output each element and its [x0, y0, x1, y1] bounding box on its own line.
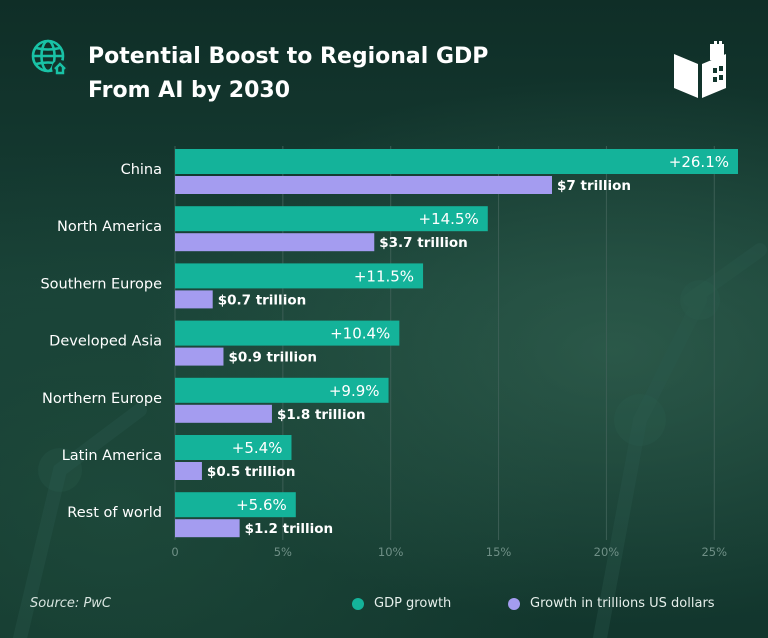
usd-growth-bar: [175, 290, 213, 309]
gdp-growth-bar: [175, 263, 424, 289]
legend-label-usd-growth: Growth in trillions US dollars: [530, 596, 715, 611]
chart-title: Potential Boost to Regional GDP From AI …: [88, 40, 488, 108]
x-tick-label: 20%: [594, 545, 620, 559]
category-label: Rest of world: [67, 505, 162, 521]
usd-growth-value-label: $0.5 trillion: [207, 464, 296, 480]
category-label: North America: [57, 219, 162, 235]
globe-icon: [31, 39, 68, 76]
brand-logo-icon: [674, 41, 726, 98]
x-tick-label: 5%: [274, 545, 292, 559]
usd-growth-value-label: $3.7 trillion: [379, 235, 468, 251]
gdp-growth-value-label: +11.5%: [354, 267, 414, 285]
legend-swatch-gdp-growth: [352, 597, 364, 610]
legend-swatch-usd-growth: [508, 597, 520, 610]
source-note: Source: PwC: [30, 596, 111, 611]
chart-title-line-1: Potential Boost to Regional GDP: [88, 44, 489, 69]
usd-growth-bar: [175, 519, 240, 538]
usd-growth-value-label: $1.2 trillion: [245, 521, 334, 537]
gdp-growth-bar: [175, 377, 389, 403]
category-label: Northern Europe: [42, 391, 162, 407]
x-tick-label: 25%: [701, 545, 727, 559]
category-label: Southern Europe: [40, 276, 162, 292]
legend-item-usd-growth: Growth in trillions US dollars: [508, 596, 715, 611]
gdp-growth-value-label: +26.1%: [669, 153, 729, 171]
usd-growth-bar: [175, 404, 272, 423]
gdp-growth-value-label: +5.4%: [232, 439, 283, 457]
usd-growth-bar: [175, 176, 552, 194]
usd-growth-bar: [175, 233, 375, 252]
gdp-growth-bar: [175, 435, 292, 460]
gdp-growth-value-label: +9.9%: [329, 382, 380, 400]
usd-growth-value-label: $7 trillion: [557, 178, 631, 194]
legend-label-gdp-growth: GDP growth: [374, 596, 452, 611]
x-tick-label: 15%: [486, 545, 512, 559]
gdp-growth-value-label: +5.6%: [236, 496, 287, 514]
gdp-growth-bar: [175, 320, 400, 346]
usd-growth-value-label: $1.8 trillion: [277, 407, 366, 423]
gdp-growth-bar: [175, 149, 738, 174]
usd-growth-value-label: $0.9 trillion: [228, 350, 317, 366]
category-label: Latin America: [62, 448, 162, 464]
gdp-growth-bar: [175, 492, 296, 518]
gdp-growth-value-label: +10.4%: [330, 325, 390, 343]
usd-growth-bar: [175, 347, 224, 366]
gdp-growth-value-label: +14.5%: [419, 210, 479, 228]
legend-item-gdp-growth: GDP growth: [352, 596, 451, 611]
usd-growth-bar: [175, 462, 202, 480]
chart-title-line-2: From AI by 2030: [88, 78, 291, 103]
gdp-growth-bar: [175, 206, 488, 232]
x-tick-label: 0: [171, 545, 178, 559]
x-tick-label: 10%: [378, 545, 404, 559]
category-label: China: [121, 162, 162, 178]
usd-growth-value-label: $0.7 trillion: [218, 292, 307, 308]
category-label: Developed Asia: [49, 334, 162, 350]
